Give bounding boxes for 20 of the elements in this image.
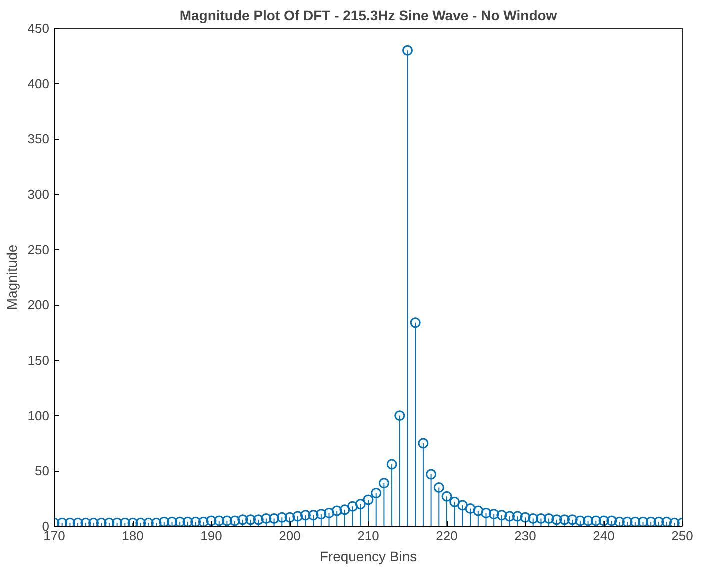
y-tick-label: 50: [35, 464, 50, 479]
chart-title: Magnitude Plot Of DFT - 215.3Hz Sine Wave - No Window: [180, 8, 558, 24]
y-tick-label: 300: [28, 187, 50, 202]
x-axis-title: Frequency Bins: [320, 548, 418, 564]
x-tick-label: 220: [436, 528, 458, 544]
x-tick-label: 180: [122, 528, 144, 544]
x-tick-label: 200: [279, 528, 301, 544]
y-tick-label: 450: [28, 21, 50, 36]
x-tick-label: 230: [514, 528, 536, 544]
y-axis-title: Magnitude: [4, 244, 20, 310]
y-tick-label: 200: [28, 298, 50, 313]
y-tick-label: 100: [28, 408, 50, 424]
x-tick-label: 190: [200, 528, 222, 544]
y-tick-label: 350: [28, 132, 50, 147]
y-tick-label: 400: [28, 76, 50, 92]
y-tick-label: 250: [28, 242, 50, 258]
x-tick-label: 250: [672, 528, 694, 544]
x-tick-label: 210: [358, 528, 380, 544]
y-tick-label: 150: [28, 353, 50, 368]
x-tick-label: 240: [593, 528, 615, 544]
